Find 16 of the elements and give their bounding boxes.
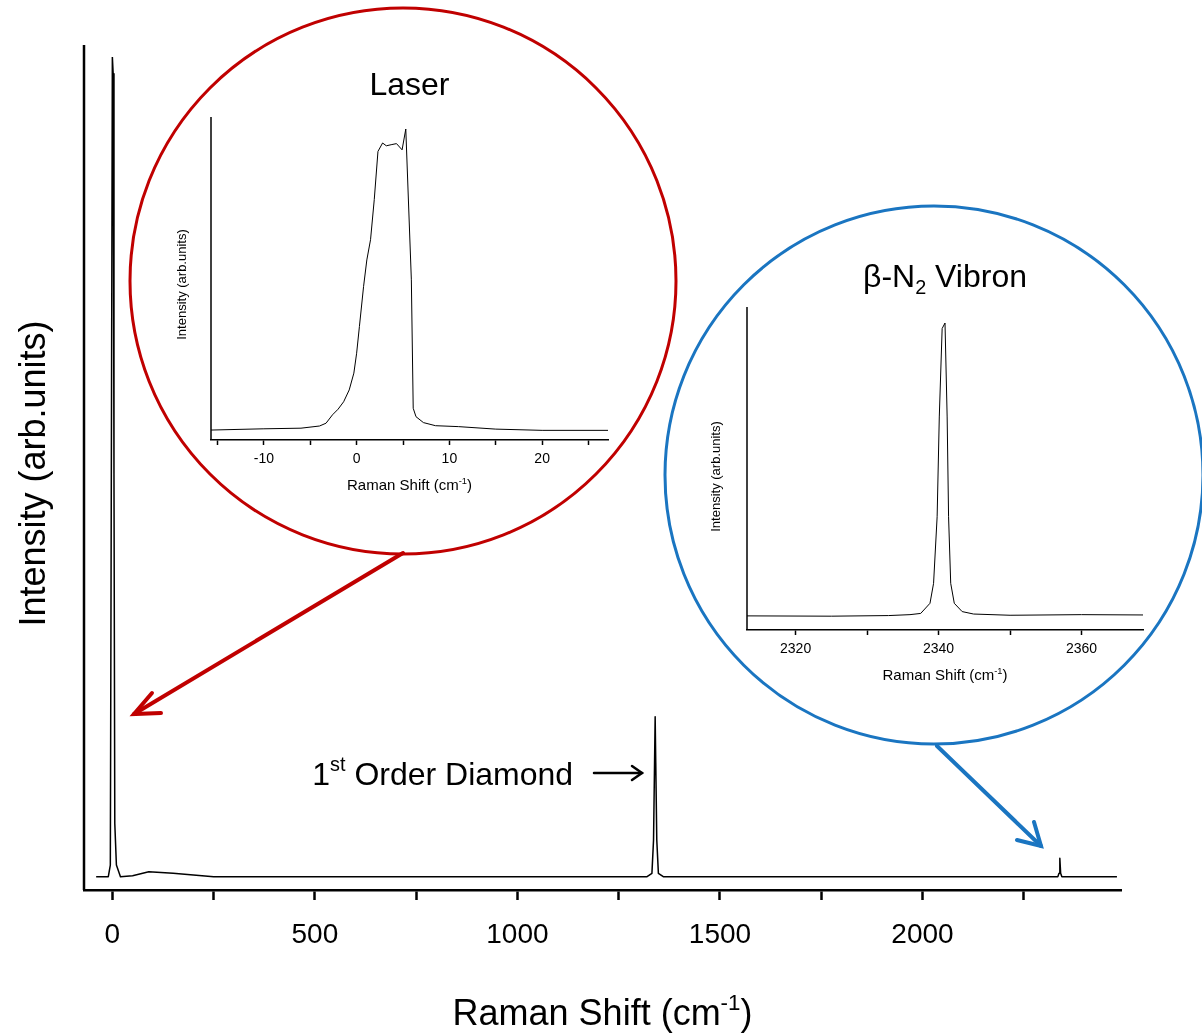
x-tick-label: -10 xyxy=(253,450,275,467)
y-axis-title: Intensity (arb.units) xyxy=(708,421,723,532)
x-tick-label: 0 xyxy=(104,917,121,949)
x-tick-label: 2000 xyxy=(891,917,954,949)
x-tick-label: 20 xyxy=(534,450,551,467)
y-axis-title: Intensity (arb.units) xyxy=(174,229,189,340)
x-tick-label: 500 xyxy=(291,917,339,949)
x-tick-label: 1000 xyxy=(486,917,549,949)
x-tick-label: 2360 xyxy=(1065,640,1098,657)
x-tick-label: 2340 xyxy=(922,640,955,657)
y-axis-title: Intensity (arb.units) xyxy=(12,320,53,627)
x-tick-label: 1500 xyxy=(688,917,752,949)
x-tick-label: 0 xyxy=(352,450,361,467)
x-tick-label: 2320 xyxy=(780,640,812,657)
x-tick-label: 10 xyxy=(441,450,458,467)
chart-title: Laser xyxy=(369,66,450,102)
